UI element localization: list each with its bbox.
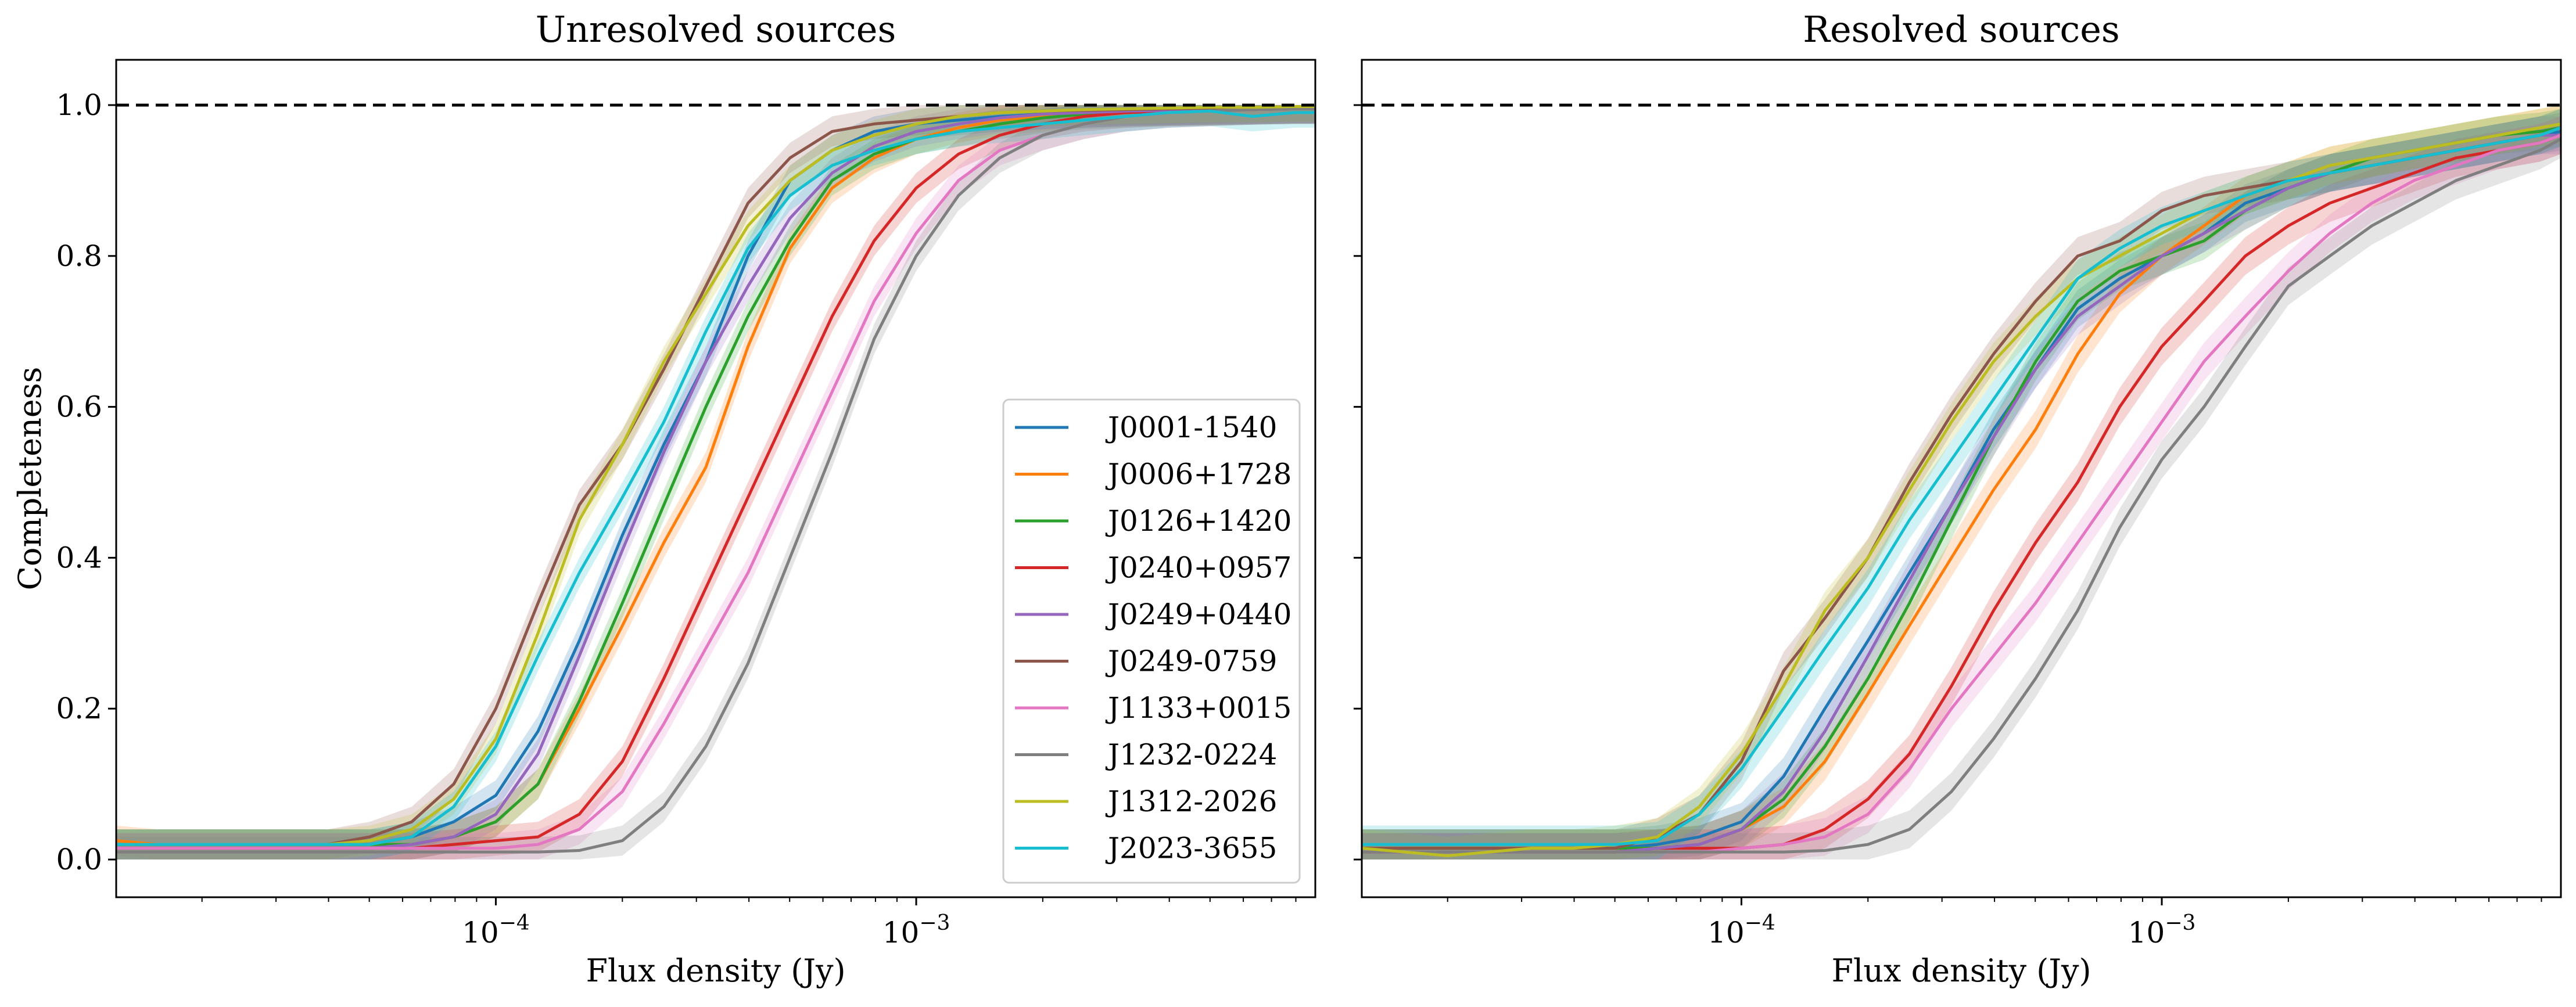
x-tick-label: 10−4 xyxy=(462,911,530,950)
axes-frame xyxy=(1361,59,2562,898)
band-J0126+1420 xyxy=(1362,109,2561,859)
legend-label: J1312-2026 xyxy=(1105,785,1277,818)
series-line-J2023-3655 xyxy=(116,109,1315,846)
legend-item: J1232-0224 xyxy=(1015,738,1277,772)
legend-label: J2023-3655 xyxy=(1105,832,1277,865)
chart-title: Unresolved sources xyxy=(536,8,896,51)
legend-item: J1312-2026 xyxy=(1015,785,1277,818)
panel-right: 10−4 10−3 Resolved sources Flux density (Jy… xyxy=(1354,8,2562,989)
legend-label: J0126+1420 xyxy=(1105,504,1291,538)
x-tick-label: 10−3 xyxy=(2128,911,2196,950)
legend-item: J2023-3655 xyxy=(1015,832,1277,865)
legend-label: J0001-1540 xyxy=(1105,411,1277,444)
band-J1133+0015 xyxy=(1362,116,2561,859)
legend-item: J0006+1728 xyxy=(1015,458,1291,491)
band-J1232-0224 xyxy=(1362,120,2561,859)
legend: J0001-1540 J0006+1728 J0126+1420 J0240+0957… xyxy=(1002,398,1301,884)
x-tick-label: 10−3 xyxy=(882,911,950,950)
x-tick-label: 10−4 xyxy=(1707,911,1775,950)
y-tick-label: 0.8 xyxy=(56,239,102,273)
y-tick-label: 0.0 xyxy=(56,843,102,876)
legend-label: J0240+0957 xyxy=(1105,551,1291,585)
legend-label: J1133+0015 xyxy=(1105,691,1291,725)
legend-label: J0249+0440 xyxy=(1105,598,1291,631)
axes-frame xyxy=(115,59,1316,898)
y-axis-label: Completeness xyxy=(12,367,48,591)
legend-label: J1232-0224 xyxy=(1105,738,1277,772)
series-line-J1232-0224 xyxy=(1362,138,2561,854)
plot-area xyxy=(1362,103,2561,859)
x-axis-label: Flux density (Jy) xyxy=(1831,952,2091,989)
legend-item: J0001-1540 xyxy=(1015,411,1277,444)
legend-item: J0240+0957 xyxy=(1015,551,1291,585)
chart-title: Resolved sources xyxy=(1803,8,2119,51)
legend-frame xyxy=(1002,398,1301,884)
legend-item: J0126+1420 xyxy=(1015,504,1291,538)
legend-item: J0249+0440 xyxy=(1015,598,1291,631)
series-line-J2023-3655 xyxy=(1362,126,2561,846)
y-tick-label: 1.0 xyxy=(56,88,102,122)
legend-label: J0006+1728 xyxy=(1105,458,1291,491)
band-J0249-0759 xyxy=(116,105,1315,859)
plot-area xyxy=(116,103,1315,859)
series-line-J1312-2026 xyxy=(1362,122,2561,857)
y-tick-label: 0.4 xyxy=(56,541,102,574)
legend-item: J0249-0759 xyxy=(1015,645,1277,678)
legend-item: J1133+0015 xyxy=(1015,691,1291,725)
legend-label: J0249-0759 xyxy=(1105,645,1277,678)
y-tick-label: 0.2 xyxy=(56,692,102,725)
panel-left: 0.0 0.2 0.4 0.6 0.8 1.0 10−4 10−3 Unresolved sou… xyxy=(12,8,1316,989)
y-tick-label: 0.6 xyxy=(56,390,102,424)
x-axis-label: Flux density (Jy) xyxy=(586,952,845,989)
